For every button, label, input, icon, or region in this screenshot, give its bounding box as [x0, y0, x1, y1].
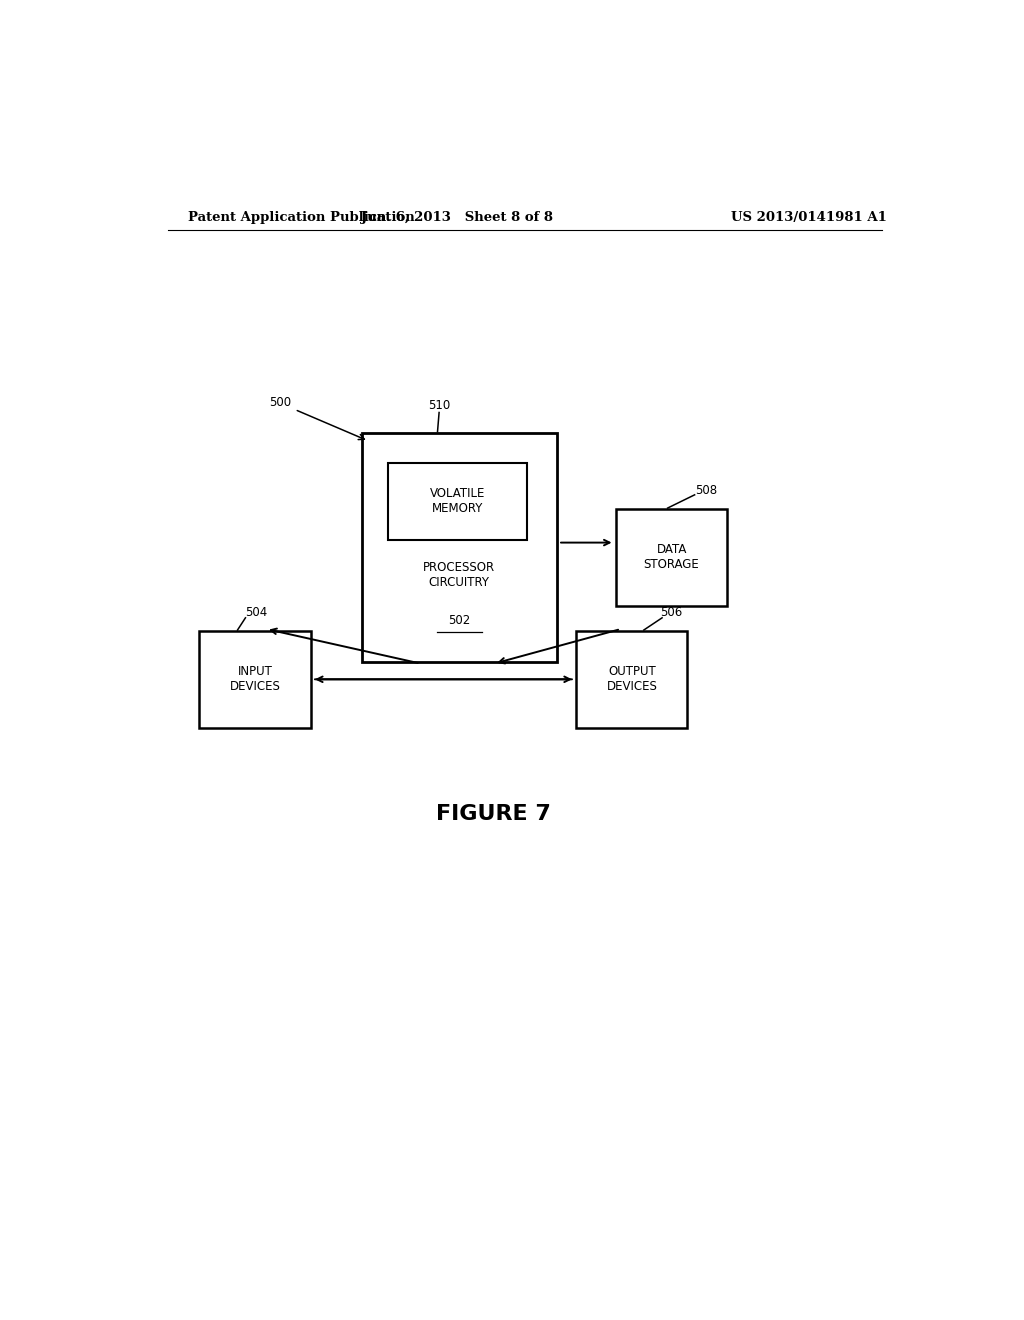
Bar [362, 433, 557, 661]
Bar [200, 631, 310, 727]
Text: Jun. 6, 2013   Sheet 8 of 8: Jun. 6, 2013 Sheet 8 of 8 [361, 211, 553, 224]
Text: INPUT
DEVICES: INPUT DEVICES [229, 665, 281, 693]
Text: DATA
STORAGE: DATA STORAGE [644, 544, 699, 572]
Text: PROCESSOR
CIRCUITRY: PROCESSOR CIRCUITRY [423, 561, 496, 589]
Text: VOLATILE
MEMORY: VOLATILE MEMORY [430, 487, 485, 515]
Text: 504: 504 [246, 606, 267, 619]
Text: OUTPUT
DEVICES: OUTPUT DEVICES [606, 665, 657, 693]
Bar [577, 631, 687, 727]
Text: Patent Application Publication: Patent Application Publication [187, 211, 415, 224]
Text: 510: 510 [428, 399, 451, 412]
Text: US 2013/0141981 A1: US 2013/0141981 A1 [731, 211, 887, 224]
Bar [616, 510, 727, 606]
Text: 508: 508 [694, 484, 717, 498]
Text: 502: 502 [449, 614, 470, 627]
Text: 500: 500 [269, 396, 292, 409]
Text: 506: 506 [659, 606, 682, 619]
Text: FIGURE 7: FIGURE 7 [435, 804, 551, 824]
Bar [388, 463, 527, 540]
